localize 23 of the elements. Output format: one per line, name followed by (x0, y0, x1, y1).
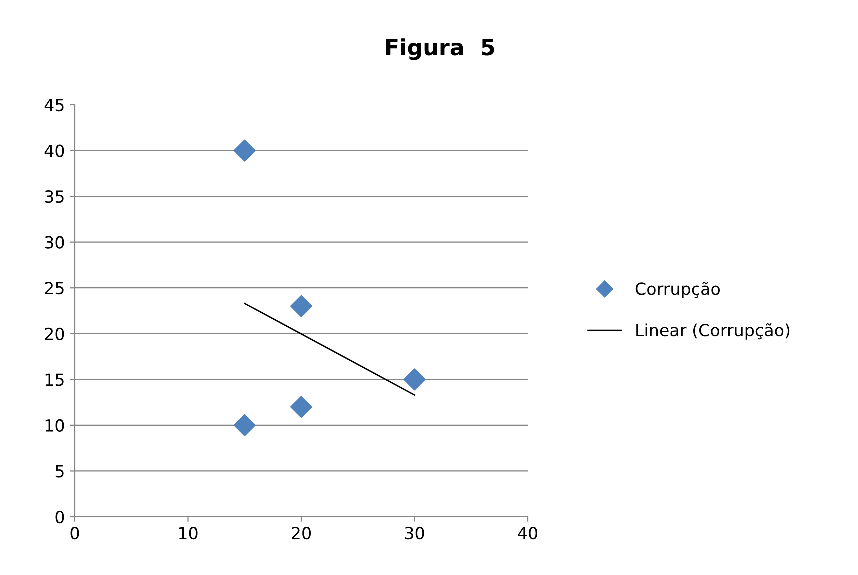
x-tick-label: 20 (292, 527, 311, 540)
y-tick-label: 35 (45, 190, 64, 204)
legend-label: Corrupção (636, 282, 720, 298)
y-tick-label: 10 (46, 419, 64, 432)
point (234, 140, 256, 162)
chart-title: Figura 5 (386, 38, 494, 60)
y-tick-label: 5 (56, 465, 64, 478)
y-tick-label: 40 (44, 144, 64, 158)
point (290, 295, 312, 318)
y-tick-label: 25 (45, 282, 64, 295)
y-tick-label: 15 (46, 374, 64, 386)
x-tick-label: 40 (518, 527, 538, 540)
point (404, 368, 426, 391)
legend-label: Linear (Corrupção) (636, 324, 790, 340)
point (234, 414, 256, 436)
x-tick-label: 0 (70, 527, 80, 540)
x-tick-label: 30 (405, 527, 424, 540)
point (290, 396, 312, 418)
y-tick-label: 20 (45, 328, 64, 340)
y-tick-label: 30 (45, 236, 64, 249)
y-tick-label: 45 (44, 99, 64, 112)
x-tick-label: 10 (179, 527, 198, 540)
y-tick-label: 0 (56, 510, 64, 524)
